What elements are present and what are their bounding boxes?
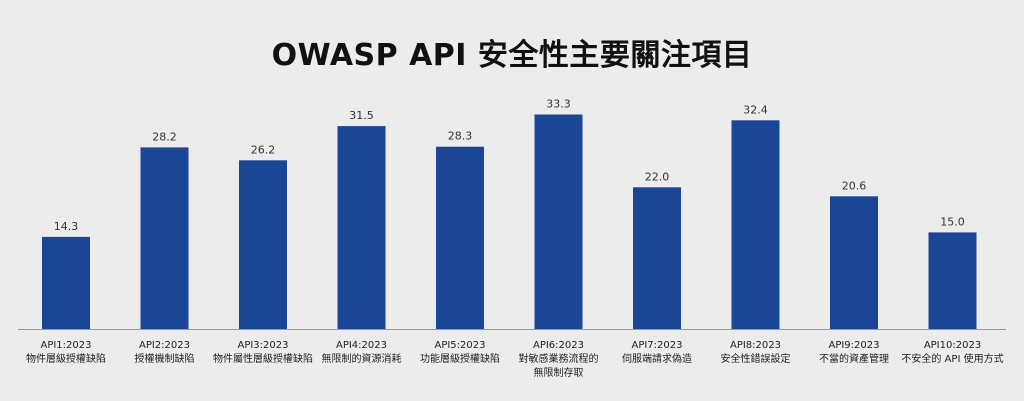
value-label-2: 28.2 [152,130,177,143]
bar-8 [731,120,780,329]
category-name-8: 安全性錯誤設定 [721,352,791,365]
category-name-5: 功能層級授權缺陷 [420,352,500,365]
bar-6 [534,114,583,329]
category-name-3: 物件屬性層級授權缺陷 [213,352,313,365]
category-name-6: 對敏感業務流程的 [519,352,599,365]
category-code-5: API5:2023 [434,340,485,351]
bar-7 [633,187,681,329]
category-code-2: API2:2023 [139,340,190,351]
category-code-6: API6:2023 [533,340,584,351]
chart-title: OWASP API 安全性主要關注項目 [271,38,753,73]
value-label-4: 31.5 [349,109,374,122]
category-name-10: 不安全的 API 使用方式 [901,352,1003,365]
bar-1 [42,236,90,329]
value-labels-group: 14.3 28.2 26.2 31.5 28.3 33.3 22.0 32.4 20.6 15.0 [54,98,965,233]
bar-4 [337,126,386,329]
category-name-4: 無限制的資源消耗 [322,352,402,365]
value-label-7: 22.0 [645,170,670,183]
category-code-10: API10:2023 [924,340,981,351]
value-label-8: 32.4 [743,103,768,116]
value-label-9: 20.6 [842,179,867,192]
value-label-6: 33.3 [546,98,571,111]
category-name-1: 物件層級授權缺陷 [26,352,106,365]
bars-group [42,114,977,329]
category-code-3: API3:2023 [237,340,288,351]
category-code-8: API8:2023 [730,340,781,351]
category-code-1: API1:2023 [40,340,91,351]
bar-10 [928,232,977,329]
bar-3 [239,160,287,329]
bar-5 [436,146,484,329]
category-code-7: API7:2023 [631,340,682,351]
category-code-9: API9:2023 [828,340,879,351]
category-name-9: 不當的資產管理 [819,352,889,365]
value-label-1: 14.3 [54,220,79,233]
category-code-4: API4:2023 [336,340,387,351]
category-name-2: 授權機制缺陷 [135,352,195,365]
category-name-6: 無限制存取 [534,366,584,379]
category-name-7: 伺服端請求偽造 [622,352,692,365]
bar-2 [140,147,189,329]
value-label-5: 28.3 [448,130,473,143]
value-label-10: 15.0 [940,215,965,228]
value-label-3: 26.2 [251,143,276,156]
bar-9 [830,196,878,329]
